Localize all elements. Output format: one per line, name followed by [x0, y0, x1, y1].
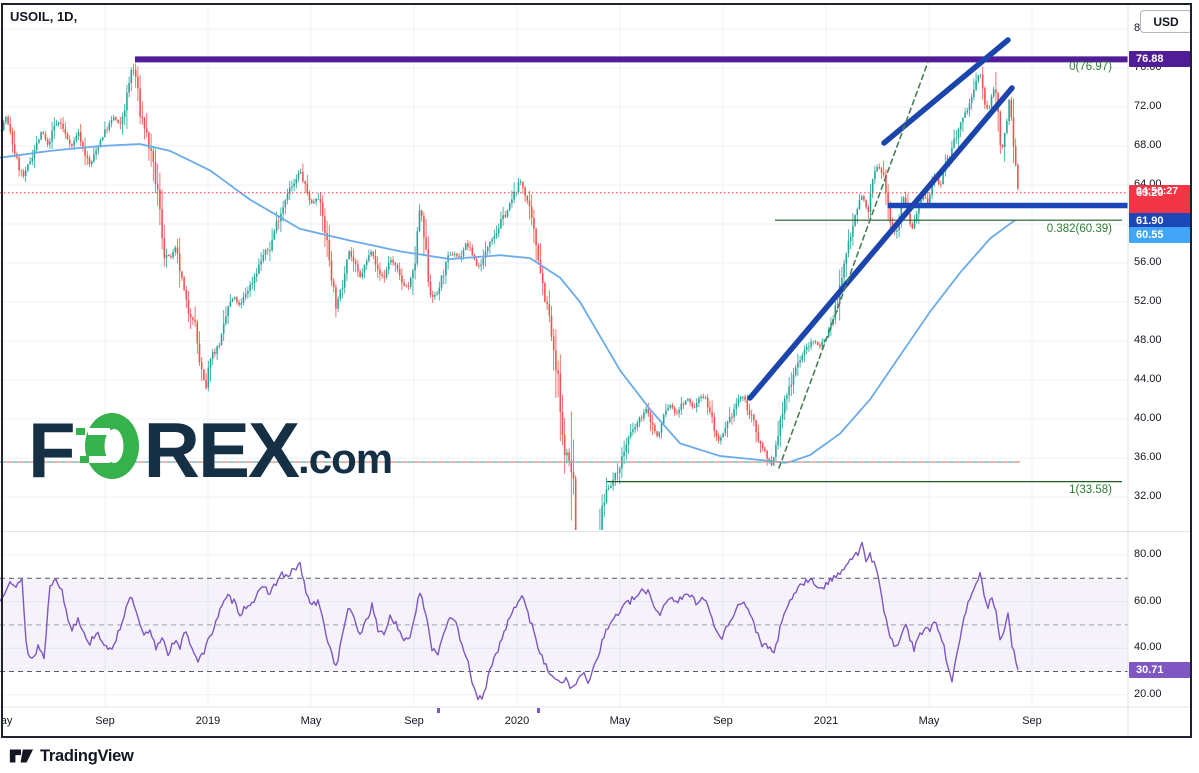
time-tick-label: May	[0, 715, 13, 727]
time-tick-label: Sep	[95, 715, 115, 727]
footer: TradingView	[8, 744, 134, 768]
drawing-anchor-tick	[537, 708, 540, 713]
price-label-box: 60.55	[1129, 227, 1190, 243]
rsi-series	[0, 541, 1019, 701]
price-label-value: 61.90	[1136, 215, 1164, 227]
rsi-tick-label: 40.00	[1134, 641, 1162, 654]
time-tick-label: Sep	[404, 715, 424, 727]
price-label-box: 61.90	[1129, 213, 1190, 229]
rsi-tick-label: 80.00	[1134, 548, 1162, 560]
tradingview-wordmark[interactable]: TradingView	[40, 746, 134, 765]
fib-level-label: 1(33.58)	[1069, 484, 1112, 497]
tradingview-logo-icon[interactable]	[8, 744, 34, 768]
price-label-value: 63.20	[1136, 186, 1164, 199]
rsi-tick-label: 20.00	[1134, 687, 1162, 700]
drawing-anchor-tick	[437, 708, 440, 713]
rsi-value-label-box: 30.71	[1129, 661, 1190, 678]
moving-average-line	[0, 143, 1016, 464]
price-tick-label: 56.00	[1134, 256, 1162, 268]
rsi-band	[0, 577, 1128, 672]
price-label-value: 76.88	[1136, 53, 1164, 66]
price-tick-label: 48.00	[1134, 334, 1162, 346]
fib-level-label: 0.382(60.39)	[1046, 222, 1112, 235]
price-tick-label: 72.00	[1134, 100, 1162, 112]
price-tick-label: 32.00	[1134, 490, 1162, 502]
currency-toggle-button[interactable]: USD	[1140, 10, 1192, 33]
lower-channel-line	[747, 85, 1015, 401]
price-label-box: 63.20 04:50:27	[1129, 184, 1190, 215]
symbol-legend[interactable]: USOIL, 1D,	[10, 9, 78, 24]
price-label-box: 76.88	[1129, 51, 1190, 68]
price-label-value: 60.55	[1136, 229, 1164, 241]
time-tick-label: Sep	[713, 715, 733, 727]
time-tick-label: May	[609, 715, 631, 727]
price-tick-label: 40.00	[1134, 412, 1162, 424]
time-tick-label: 2021	[813, 715, 839, 727]
rsi-tick-label: 60.00	[1134, 594, 1162, 607]
time-tick-label: May	[300, 715, 322, 727]
time-tick-label: 2019	[195, 715, 221, 727]
countdown-timer: 04:50:27	[1136, 184, 1179, 197]
dashed-projection-line	[778, 61, 929, 469]
rsi-value: 30.71	[1136, 663, 1164, 676]
time-tick-label: May	[918, 715, 940, 727]
time-tick-label: Sep	[1022, 715, 1042, 727]
rsi-line	[0, 541, 1019, 701]
price-tick-label: 44.00	[1134, 373, 1162, 385]
price-tick-label: 52.00	[1134, 295, 1162, 307]
drawings	[0, 37, 1128, 483]
fib-level-label: 0(76.97)	[1069, 61, 1112, 74]
upper-channel-line	[881, 37, 1011, 146]
price-tick-label: 36.00	[1134, 451, 1162, 463]
gridlines	[0, 4, 1128, 707]
price-tick-label: 68.00	[1134, 139, 1162, 151]
time-tick-label: 2020	[504, 715, 530, 727]
pane-separators	[0, 4, 1191, 737]
candlestick-series	[0, 63, 1019, 530]
